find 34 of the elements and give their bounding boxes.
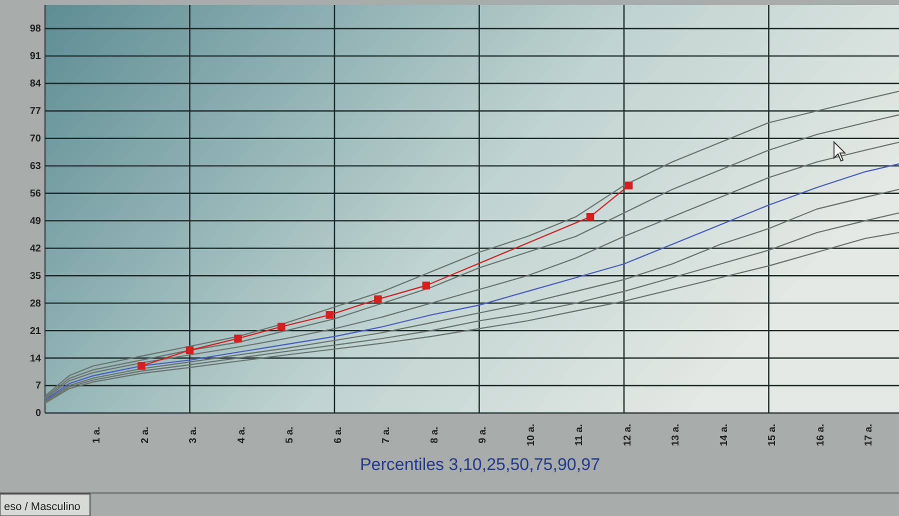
x-tick-label: 7 a. bbox=[381, 426, 392, 444]
x-tick-label: 10 a. bbox=[526, 424, 537, 446]
y-tick-label: 0 bbox=[35, 408, 42, 420]
y-tick-label: 84 bbox=[30, 78, 42, 90]
x-tick-label: 14 a. bbox=[718, 424, 730, 446]
y-tick-label: 49 bbox=[30, 216, 42, 227]
x-tick-label: 9 a. bbox=[478, 426, 489, 444]
y-tick-label: 77 bbox=[30, 106, 42, 118]
x-axis-title: Percentiles 3,10,25,50,75,90,97 bbox=[360, 455, 600, 474]
y-tick-label: 7 bbox=[35, 380, 42, 392]
x-tick-label: 17 a. bbox=[864, 424, 875, 446]
y-tick-label: 91 bbox=[30, 51, 42, 62]
x-tick-label: 1 a. bbox=[92, 426, 103, 444]
x-tick-label: 4 a. bbox=[236, 426, 248, 444]
y-tick-label: 35 bbox=[30, 270, 42, 282]
x-tick-label: 5 a. bbox=[284, 426, 296, 444]
y-tick-label: 63 bbox=[30, 161, 42, 172]
y-tick-label: 70 bbox=[30, 134, 42, 145]
x-tick-label: 13 a. bbox=[670, 424, 682, 446]
x-tick-label: 12 a. bbox=[622, 424, 634, 446]
y-tick-label: 98 bbox=[30, 24, 42, 35]
text: eso / Masculino bbox=[4, 501, 80, 513]
x-tick-label: 2 a. bbox=[140, 426, 151, 444]
y-tick-label: 56 bbox=[30, 188, 42, 200]
x-tick-label: 15 a. bbox=[767, 424, 778, 446]
y-tick-label: 28 bbox=[30, 298, 42, 310]
x-tick-label: 8 a. bbox=[429, 426, 440, 444]
x-tick-label: 11 a. bbox=[574, 424, 586, 446]
y-tick-label: 42 bbox=[30, 243, 42, 254]
x-tick-label: 16 a. bbox=[815, 424, 826, 446]
y-tick-label: 14 bbox=[30, 353, 42, 364]
x-tick-label: 6 a. bbox=[332, 426, 344, 444]
y-tick-label: 21 bbox=[30, 326, 42, 337]
x-tick-label: 3 a. bbox=[188, 426, 200, 444]
